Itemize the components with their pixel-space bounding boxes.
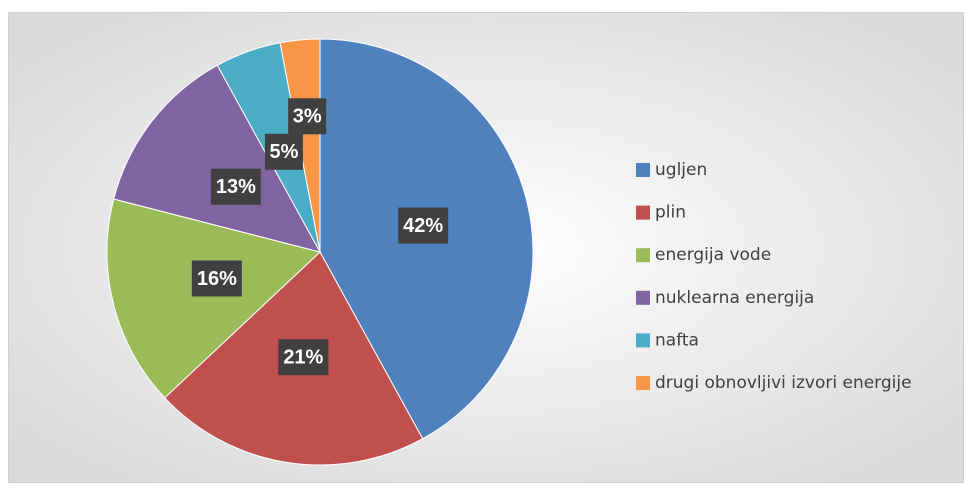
data-label: 3%	[293, 106, 322, 128]
data-label-box	[264, 133, 303, 170]
data-label-box	[288, 98, 327, 135]
data-label: 21%	[283, 346, 323, 368]
data-label-box	[278, 339, 329, 376]
legend-swatch	[636, 205, 650, 220]
data-label-box	[210, 168, 261, 205]
data-label-box	[191, 260, 242, 297]
legend-swatch	[636, 333, 650, 348]
data-label: 5%	[269, 141, 298, 163]
legend-swatch	[636, 248, 650, 263]
data-label: 16%	[197, 268, 237, 290]
data-label: 13%	[216, 176, 256, 198]
legend-label: nuklearna energija	[655, 288, 814, 308]
data-label-box	[398, 207, 449, 244]
legend-swatch	[636, 376, 650, 390]
legend-label: energija vode	[655, 245, 771, 265]
legend-label: plin	[655, 203, 686, 223]
legend-swatch	[636, 163, 650, 177]
legend-label: nafta	[655, 330, 699, 350]
data-label: 42%	[403, 215, 443, 237]
legend-swatch	[636, 290, 650, 305]
pie-slice	[106, 198, 322, 399]
legend-label: drugi obnovljivi izvori energije	[655, 373, 912, 393]
pie-slice	[113, 64, 321, 253]
legend-label: ugljen	[655, 160, 707, 180]
